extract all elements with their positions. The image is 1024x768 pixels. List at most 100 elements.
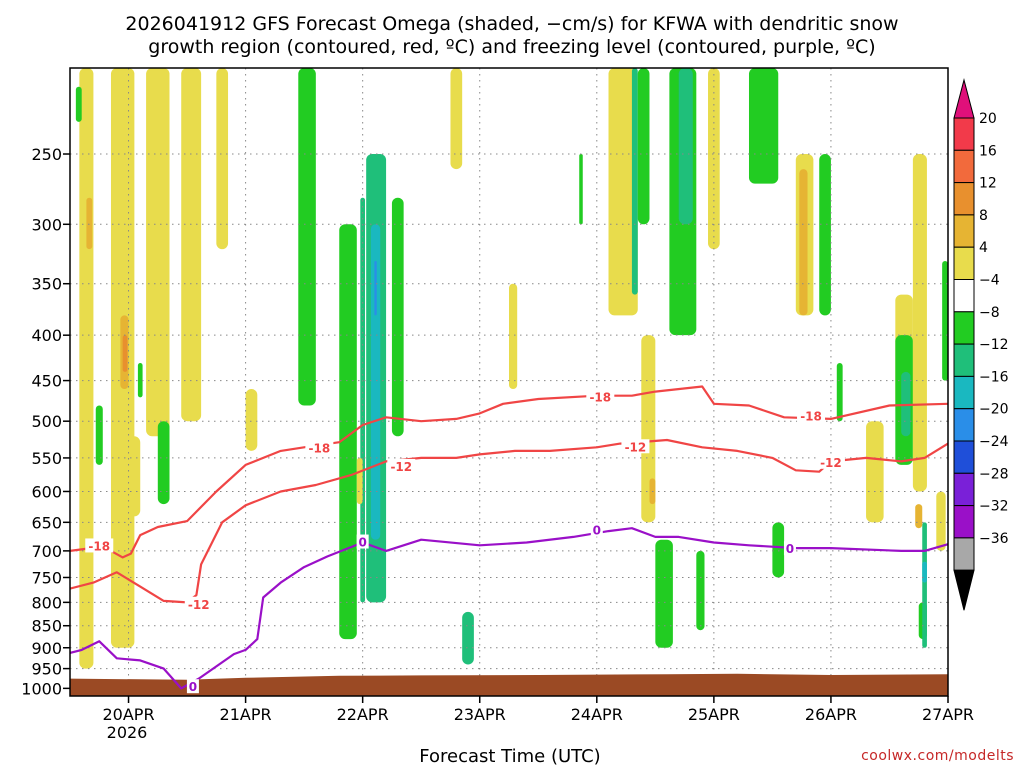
y-tick-label: 750 — [31, 568, 62, 587]
contour-label-bg — [305, 440, 334, 455]
contour-label-bg — [816, 454, 845, 469]
colorbar-band — [953, 214, 975, 248]
chart-title-line2: growth region (contoured, red, ºC) and f… — [148, 36, 875, 58]
chart-title-line1: 2026041912 GFS Forecast Omega (shaded, −… — [125, 13, 898, 35]
x-axis-label: Forecast Time (UTC) — [419, 746, 600, 767]
omega-cell-19 — [374, 261, 377, 316]
contour-label-bg — [621, 439, 650, 454]
colorbar-band — [953, 117, 975, 151]
omega-cell-12 — [216, 68, 229, 250]
colorbar-label: −4 — [979, 273, 1000, 289]
x-tick-label: 26APR — [805, 705, 857, 724]
colorbar-band — [953, 408, 975, 442]
colorbar-label: −8 — [979, 305, 1000, 321]
contour-label: 0 — [593, 524, 601, 538]
omega-cell-4 — [122, 436, 141, 517]
colorbar-band — [953, 375, 975, 410]
y-tick-label: 700 — [31, 542, 62, 561]
contour-label: 0 — [358, 536, 366, 550]
y-tick-label: 450 — [31, 372, 62, 391]
contour-line-2 — [70, 527, 948, 690]
y-tick-label: 250 — [31, 145, 62, 164]
contour-line-1 — [70, 438, 948, 604]
omega-cell-41 — [866, 421, 884, 523]
contours: -18 -18 -18 -18 -12 -12 -12 -12 0 0 0 0 — [70, 385, 948, 694]
x-tick-label: 21APR — [220, 705, 272, 724]
omega-cell-9 — [137, 363, 143, 398]
credit-text: coolwx.com/modelts — [861, 748, 1014, 764]
x-year-label: 2026 — [107, 723, 148, 742]
omega-cell-50 — [942, 261, 948, 381]
omega-cell-51 — [936, 491, 946, 551]
contour-label: 0 — [786, 542, 794, 556]
contour-label: -12 — [625, 440, 647, 454]
omega-cell-18 — [370, 224, 381, 540]
omega-cell-52 — [772, 522, 785, 578]
colorbar-label: 20 — [979, 111, 997, 127]
colorbar-label: 12 — [979, 176, 997, 192]
colorbar-label: 16 — [979, 143, 997, 159]
contour-label-bg — [184, 596, 213, 611]
colorbar-band — [953, 440, 975, 474]
colorbar-band — [953, 279, 975, 313]
contour-label: -12 — [820, 456, 842, 470]
contour-label: -18 — [309, 442, 331, 456]
omega-cell-25 — [462, 611, 474, 665]
colorbar-label: −16 — [979, 369, 1009, 385]
omega-cell-11 — [95, 405, 103, 465]
x-axis: 20APR 21APR 22APR 23APR 24APR 25APR 26APR 27APR — [102, 696, 974, 724]
y-tick-label: 950 — [31, 660, 62, 679]
omega-cell-29 — [641, 335, 656, 523]
contour-label-bg — [85, 538, 114, 553]
y-tick-label: 600 — [31, 482, 62, 501]
omega-cell-33 — [678, 68, 693, 225]
contour-label: -12 — [390, 460, 412, 474]
contour-label-bg — [186, 679, 199, 694]
contour-label: -12 — [188, 598, 210, 612]
colorbar-band — [953, 343, 975, 377]
colorbar-band — [953, 182, 975, 216]
colorbar-label: −28 — [979, 466, 1009, 482]
y-tick-label: 400 — [31, 326, 62, 345]
omega-cell-3 — [181, 68, 202, 422]
contour-label-bg — [586, 389, 615, 404]
omega-cell-22 — [579, 154, 583, 225]
colorbar-band — [953, 149, 975, 184]
omega-cell-21 — [356, 457, 363, 505]
colorbar-label: −20 — [979, 402, 1009, 418]
plot-area: -18 -18 -18 -18 -12 -12 -12 -12 0 0 0 0 — [70, 68, 948, 696]
colorbar-band — [953, 505, 975, 539]
omega-cell-20 — [391, 197, 404, 437]
plot-frame — [69, 67, 949, 697]
x-tick-label: 25APR — [688, 705, 740, 724]
y-tick-label: 550 — [31, 449, 62, 468]
colorbar-top-arrow — [953, 78, 975, 119]
omega-cell-15 — [339, 224, 357, 640]
omega-cell-0 — [79, 68, 94, 669]
omega-cell-27 — [631, 68, 638, 295]
x-tick-label: 22APR — [337, 705, 389, 724]
omega-cell-40 — [836, 363, 843, 422]
y-tick-label: 900 — [31, 639, 62, 658]
colorbar-band — [953, 537, 975, 571]
contour-label: -18 — [800, 410, 822, 424]
colorbar-label: −12 — [979, 337, 1009, 353]
colorbar-band — [953, 311, 975, 345]
x-tick-label: 24APR — [571, 705, 623, 724]
x-tick-label: 27APR — [922, 705, 974, 724]
colorbar-label: −32 — [979, 499, 1009, 515]
colorbar-band — [953, 246, 975, 280]
y-tick-label: 500 — [31, 412, 62, 431]
contour-label-bg — [356, 534, 369, 549]
colorbar-band — [953, 472, 975, 507]
x-tick-label: 20APR — [102, 705, 154, 724]
y-tick-label: 1000 — [21, 679, 62, 698]
contour-label-bg — [783, 541, 796, 556]
x-tick-label: 23APR — [454, 705, 506, 724]
omega-cell-45 — [912, 154, 927, 492]
colorbar-label: −36 — [979, 531, 1009, 547]
omega-cell-10 — [157, 421, 170, 505]
colorbar-label: 4 — [979, 240, 988, 256]
omega-cell-36 — [748, 68, 779, 184]
